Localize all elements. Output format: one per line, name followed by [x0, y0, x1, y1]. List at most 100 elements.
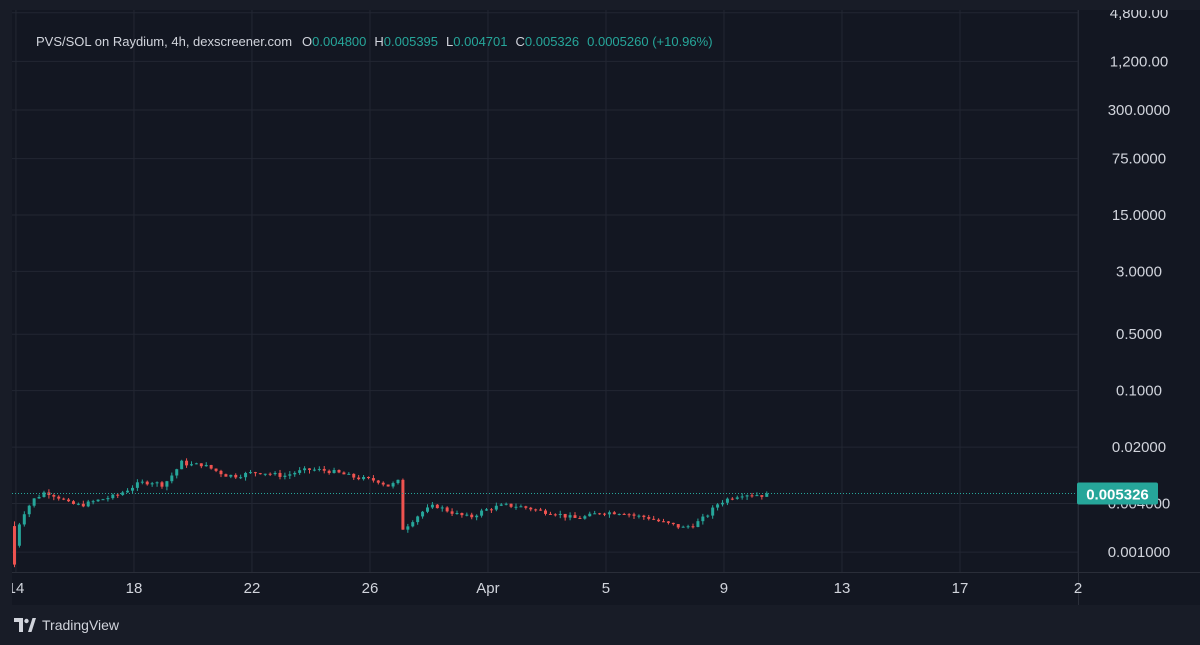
- candle-body: [455, 513, 459, 515]
- candle-body: [327, 470, 331, 474]
- candle-body: [204, 465, 208, 467]
- time-axis[interactable]: 14 18 22 26 Apr 5 9 13 17 2: [12, 580, 1082, 597]
- candle-body: [42, 492, 46, 497]
- change-value: 0.0005260 (+10.96%): [587, 34, 713, 49]
- candle-body: [642, 515, 646, 518]
- candle-body: [386, 484, 390, 487]
- candle-down: [234, 473, 238, 479]
- candle-body: [175, 469, 179, 476]
- price-axis[interactable]: 4,800.00 1,200.00 300.0000 75.0000 15.0000 3.…: [1108, 10, 1171, 561]
- candle-up: [504, 502, 508, 506]
- candle-down: [352, 473, 356, 480]
- candle-body: [750, 495, 754, 497]
- candle-down: [185, 458, 189, 468]
- candle-body: [465, 514, 469, 516]
- price-tick-label: 3.0000: [1116, 263, 1162, 280]
- candle-down: [544, 508, 547, 516]
- candle-body: [37, 496, 41, 499]
- candle-up: [37, 494, 41, 499]
- time-tick-label: 13: [834, 580, 851, 597]
- candle-body: [106, 498, 110, 500]
- candle-body: [568, 515, 572, 518]
- candle-down: [460, 512, 464, 518]
- candle-up: [484, 507, 488, 511]
- candle-down: [529, 506, 533, 512]
- candle-up: [411, 520, 415, 528]
- candle-down: [470, 512, 474, 520]
- candle-body: [489, 509, 493, 511]
- candle-up: [126, 488, 130, 493]
- candle-body: [376, 480, 380, 483]
- candle-down: [71, 500, 75, 505]
- candle-up: [440, 505, 444, 512]
- candle-down: [401, 478, 405, 530]
- candle-up: [121, 490, 125, 496]
- candle-down: [632, 512, 636, 519]
- candle-down: [548, 511, 552, 515]
- candle-up: [406, 523, 410, 533]
- candle-down: [671, 522, 675, 526]
- candle-body: [612, 512, 616, 515]
- candle-body: [155, 482, 159, 484]
- candle-body: [617, 513, 621, 515]
- candle-body: [303, 468, 307, 471]
- candle-body: [165, 481, 169, 487]
- candle-down: [381, 481, 385, 487]
- price-tick-label: 15.0000: [1112, 207, 1166, 224]
- candle-up: [140, 479, 144, 485]
- price-tick-label: 0.02000: [1112, 439, 1166, 456]
- candle-body: [234, 474, 238, 478]
- candle-body: [101, 499, 105, 501]
- candle-down: [357, 475, 361, 481]
- candle-body: [258, 473, 262, 475]
- candle-body: [721, 502, 725, 505]
- candle-body: [396, 479, 400, 484]
- candle-body: [480, 510, 484, 516]
- candle-up: [283, 472, 287, 480]
- candle-body: [293, 472, 297, 475]
- chart-grid: [12, 10, 1200, 605]
- candle-up: [288, 471, 292, 479]
- candle-up: [583, 514, 587, 520]
- candle-down: [376, 479, 380, 485]
- candle-body: [534, 509, 538, 511]
- candle-body: [544, 510, 547, 514]
- candle-body: [307, 468, 311, 470]
- candle-body: [711, 507, 715, 516]
- time-tick-label: 26: [362, 580, 379, 597]
- candle-body: [194, 463, 198, 465]
- candle-up: [194, 462, 198, 465]
- candle-body: [199, 463, 203, 467]
- candle-body: [219, 470, 223, 475]
- candle-body: [475, 515, 479, 518]
- candle-body: [381, 482, 385, 485]
- candle-body: [32, 498, 36, 506]
- chart-frame[interactable]: 4,800.00 1,200.00 300.0000 75.0000 15.0000 3.…: [12, 10, 1200, 605]
- candle-body: [730, 498, 734, 500]
- candle-body: [214, 468, 218, 471]
- candle-down: [553, 513, 557, 517]
- candlestick-chart[interactable]: 4,800.00 1,200.00 300.0000 75.0000 15.0000 3.…: [12, 10, 1200, 605]
- candle-down: [450, 508, 454, 517]
- candle-down: [647, 514, 651, 521]
- candle-down: [322, 465, 326, 474]
- candle-up: [725, 497, 729, 506]
- candle-down: [603, 512, 607, 517]
- candle-body: [283, 475, 287, 477]
- close-value: 0.005326: [524, 34, 580, 49]
- price-tick-label: 0.5000: [1116, 326, 1162, 343]
- candle-down: [539, 507, 543, 511]
- candle-up: [765, 491, 769, 497]
- candle-body: [332, 469, 336, 474]
- symbol-title: PVS/SOL on Raydium, 4h, dexscreener.com: [36, 34, 293, 49]
- candle-down: [253, 471, 257, 477]
- candle-up: [263, 473, 267, 477]
- candle-up: [465, 512, 469, 517]
- candle-body: [248, 472, 252, 474]
- candle-body: [598, 513, 602, 515]
- candle-body: [406, 526, 410, 530]
- candle-body: [111, 494, 115, 499]
- candle-body: [71, 501, 75, 504]
- candle-up: [312, 467, 316, 472]
- candle-down: [563, 513, 567, 521]
